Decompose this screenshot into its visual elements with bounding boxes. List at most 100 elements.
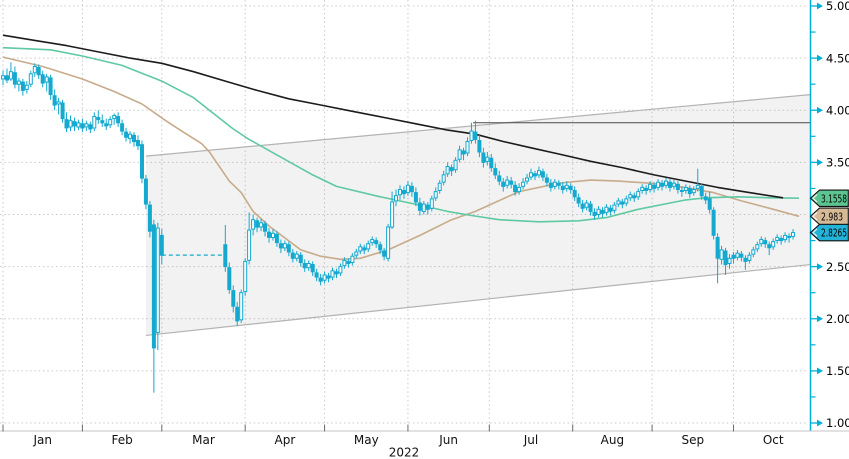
candle-body xyxy=(668,181,672,188)
candle-body xyxy=(366,243,371,250)
candle-body xyxy=(616,200,621,205)
candle-body xyxy=(691,189,696,194)
candle-body xyxy=(394,195,398,202)
tick-arrow-icon xyxy=(817,54,823,62)
candle-body xyxy=(441,174,446,183)
candle-body xyxy=(548,182,553,188)
candle-body xyxy=(5,75,9,81)
tick-arrow-icon xyxy=(817,419,823,427)
candle-body xyxy=(612,204,617,211)
candle-body xyxy=(644,187,649,191)
candle-body xyxy=(584,202,589,208)
candle-body xyxy=(350,255,355,264)
candle-body xyxy=(318,277,323,282)
candle-body xyxy=(731,254,736,259)
candle-body xyxy=(128,133,132,139)
month-label: Sep xyxy=(681,433,704,447)
candle-body xyxy=(298,254,303,263)
candle-body xyxy=(505,179,510,186)
candle-body xyxy=(727,257,732,264)
candle-body xyxy=(100,120,105,124)
candle-body xyxy=(36,67,41,76)
candle-body xyxy=(604,206,609,213)
candle-body xyxy=(747,254,752,261)
candle-body xyxy=(382,250,387,257)
price-axis: 5.00 4.50 4.00 3.50 2.50 2.00 1.50 1.00 xyxy=(809,0,849,431)
candle-body xyxy=(8,71,13,80)
candle-body xyxy=(469,130,474,142)
candle-body xyxy=(687,187,692,195)
candle-body xyxy=(294,253,299,259)
candle-body xyxy=(429,198,434,209)
tag-chevron-icon xyxy=(812,193,818,203)
candle-body xyxy=(231,290,236,307)
candle-body xyxy=(783,234,788,241)
candle-body xyxy=(286,244,291,253)
candle-body xyxy=(267,231,271,238)
candle-body xyxy=(763,240,768,245)
candle-body xyxy=(306,263,311,269)
candle-body xyxy=(457,149,462,160)
month-label: Aug xyxy=(601,433,624,447)
candle-body xyxy=(116,116,121,124)
candle-body xyxy=(533,173,537,177)
candle-body xyxy=(719,249,724,260)
candle-body xyxy=(425,204,430,210)
tag-chevron-icon xyxy=(812,228,818,237)
candle-body xyxy=(580,203,585,209)
candle-body xyxy=(652,184,657,189)
candle-body xyxy=(84,123,89,128)
candle-body xyxy=(124,131,129,138)
candle-body xyxy=(64,119,69,129)
candle-body xyxy=(517,186,522,193)
candle-body xyxy=(235,306,240,322)
candle-body xyxy=(378,244,383,251)
candle-body xyxy=(112,115,117,120)
price-tag-shape xyxy=(809,189,849,208)
candle-body xyxy=(386,226,391,259)
candle-body xyxy=(632,195,637,199)
candle-body xyxy=(402,190,406,195)
candle-body xyxy=(310,264,315,273)
candle-body xyxy=(699,185,704,197)
time-axis: Jan Feb Mar Apr May Jun Jul Aug Sep Oct 2022 xyxy=(0,424,849,459)
candle-body xyxy=(735,252,740,258)
y-axis-label: 1.50 xyxy=(826,364,849,378)
channel-fill xyxy=(145,94,811,336)
candle-body xyxy=(568,185,573,190)
candle-body xyxy=(751,249,756,255)
candle-body xyxy=(497,175,502,182)
candle-body xyxy=(465,141,470,154)
y-axis-label: 2.00 xyxy=(826,312,849,326)
candles-layer xyxy=(1,62,795,393)
candle-body xyxy=(48,77,53,96)
candle-body xyxy=(227,267,232,291)
candle-body xyxy=(104,123,109,127)
candle-body xyxy=(715,236,720,259)
month-label: Apr xyxy=(275,433,296,447)
candle-body xyxy=(243,260,248,293)
y-axis-label: 2.50 xyxy=(826,260,849,274)
candle-body xyxy=(556,182,561,186)
candle-body xyxy=(695,184,700,189)
candle-body xyxy=(767,244,772,249)
price-tag-tan-ma: 2.983 xyxy=(809,207,849,226)
candle-body xyxy=(330,270,335,278)
candle-body xyxy=(358,246,363,252)
candle-body xyxy=(596,208,601,216)
candle-body xyxy=(703,196,708,201)
candle-body xyxy=(525,177,529,182)
tick-arrow-icon xyxy=(817,367,823,375)
candle-body xyxy=(723,250,728,266)
candle-body xyxy=(529,172,533,178)
candle-body xyxy=(140,144,144,179)
candle-body xyxy=(32,66,37,74)
candle-body xyxy=(759,239,764,245)
candle-body xyxy=(707,198,712,210)
candle-body xyxy=(28,73,33,85)
tick-arrow-icon xyxy=(817,2,823,10)
candle-body xyxy=(671,182,676,187)
candle-body xyxy=(449,167,454,172)
candle-body xyxy=(76,122,81,128)
